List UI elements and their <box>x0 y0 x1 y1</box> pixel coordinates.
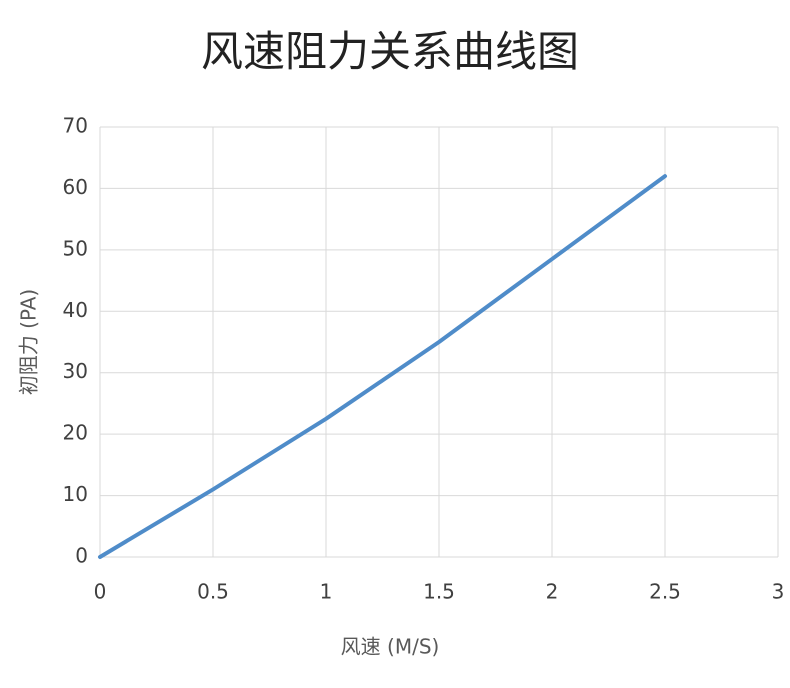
x-tick-label: 2 <box>546 580 559 604</box>
y-tick-label: 10 <box>63 482 88 506</box>
y-tick-label: 40 <box>63 298 88 322</box>
y-tick-label: 30 <box>63 359 88 383</box>
y-tick-label: 0 <box>75 544 88 568</box>
chart-title: 风速阻力关系曲线图 <box>201 27 579 76</box>
x-tick-label: 2.5 <box>649 580 681 604</box>
x-tick-label: 1.5 <box>423 580 455 604</box>
x-tick-label: 3 <box>772 580 785 604</box>
x-axis-label: 风速 (M/S) <box>341 635 440 659</box>
y-tick-label: 20 <box>63 421 88 445</box>
data-line <box>98 174 667 559</box>
x-tick-label: 0 <box>94 580 107 604</box>
y-tick-label: 60 <box>63 175 88 199</box>
y-tick-label: 70 <box>63 114 88 138</box>
y-tick-label: 50 <box>63 236 88 260</box>
x-tick-label: 0.5 <box>197 580 229 604</box>
y-axis-label: 初阻力 (PA) <box>17 289 41 395</box>
x-tick-label: 1 <box>320 580 333 604</box>
